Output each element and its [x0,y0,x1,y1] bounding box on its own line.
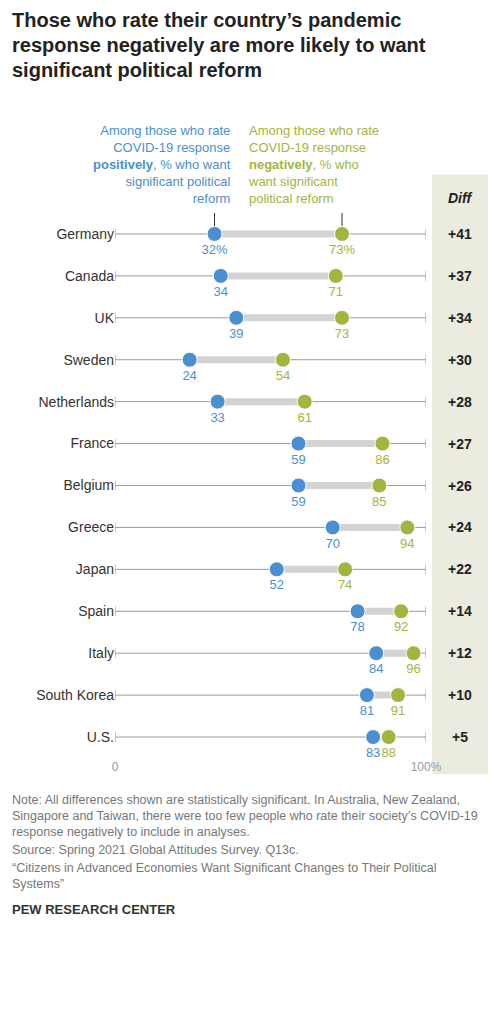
svg-text:32%: 32% [202,242,228,257]
svg-text:Germany: Germany [56,226,114,242]
svg-text:+37: +37 [448,268,472,284]
svg-text:85: 85 [372,494,386,509]
html-text:PEW RESEARCH CENTER: PEW RESEARCH CENTER [12,902,176,917]
svg-text:96: 96 [406,661,420,676]
svg-text:73: 73 [335,326,349,341]
svg-text:Sweden: Sweden [63,352,114,368]
html-text:Note: All differences shown ar: Note: All differences shown are statisti… [12,793,478,839]
svg-text:Among those who rateCOVID-19 r: Among those who rateCOVID-19 responseneg… [248,123,379,206]
svg-text:91: 91 [391,703,405,718]
html-text:“Citizens in Advanced Economie: “Citizens in Advanced Economies Want Sig… [12,861,437,891]
svg-text:74: 74 [338,577,352,592]
svg-text:Greece: Greece [68,519,114,535]
svg-text:Spain: Spain [78,603,114,619]
svg-text:Netherlands: Netherlands [39,394,115,410]
svg-text:33: 33 [210,410,224,425]
svg-text:Canada: Canada [65,268,114,284]
svg-text:+22: +22 [448,561,472,577]
svg-text:70: 70 [325,536,339,551]
svg-text:Among those who rateCOVID-19 r: Among those who rateCOVID-19 responsepos… [93,123,231,206]
svg-text:86: 86 [375,452,389,467]
svg-text:39: 39 [229,326,243,341]
svg-text:+24: +24 [448,519,472,535]
svg-text:+12: +12 [448,645,472,661]
svg-text:84: 84 [369,661,383,676]
svg-text:92: 92 [394,619,408,634]
svg-text:U.S.: U.S. [87,729,114,745]
svg-text:France: France [70,435,114,451]
svg-text:South Korea: South Korea [36,687,114,703]
svg-text:+41: +41 [448,226,472,242]
svg-text:+34: +34 [448,310,472,326]
svg-text:24: 24 [182,368,196,383]
html-text:Source: Spring 2021 Global Att: Source: Spring 2021 Global Attitudes Sur… [12,843,299,857]
svg-text:81: 81 [360,703,374,718]
svg-text:+30: +30 [448,352,472,368]
svg-text:73%: 73% [329,242,355,257]
svg-text:0: 0 [112,760,119,774]
svg-text:34: 34 [214,284,228,299]
svg-text:52: 52 [269,577,283,592]
svg-text:88: 88 [381,745,395,760]
svg-text:100%: 100% [411,760,442,774]
svg-text:59: 59 [291,452,305,467]
svg-text:59: 59 [291,494,305,509]
svg-text:Diff: Diff [448,190,472,206]
svg-text:54: 54 [276,368,290,383]
svg-text:78: 78 [350,619,364,634]
svg-text:94: 94 [400,536,414,551]
svg-text:Italy: Italy [88,645,114,661]
svg-text:+10: +10 [448,687,472,703]
svg-text:+14: +14 [448,603,472,619]
svg-text:+26: +26 [448,478,472,494]
svg-text:83: 83 [366,745,380,760]
svg-text:Belgium: Belgium [63,477,114,493]
svg-text:UK: UK [95,310,115,326]
svg-text:+28: +28 [448,394,472,410]
html-text:Those who rate their country’s: Those who rate their country’s pandemic … [12,9,426,81]
svg-text:+27: +27 [448,436,472,452]
svg-text:61: 61 [297,410,311,425]
svg-text:+5: +5 [452,729,468,745]
svg-text:Japan: Japan [76,561,114,577]
svg-text:71: 71 [329,284,343,299]
